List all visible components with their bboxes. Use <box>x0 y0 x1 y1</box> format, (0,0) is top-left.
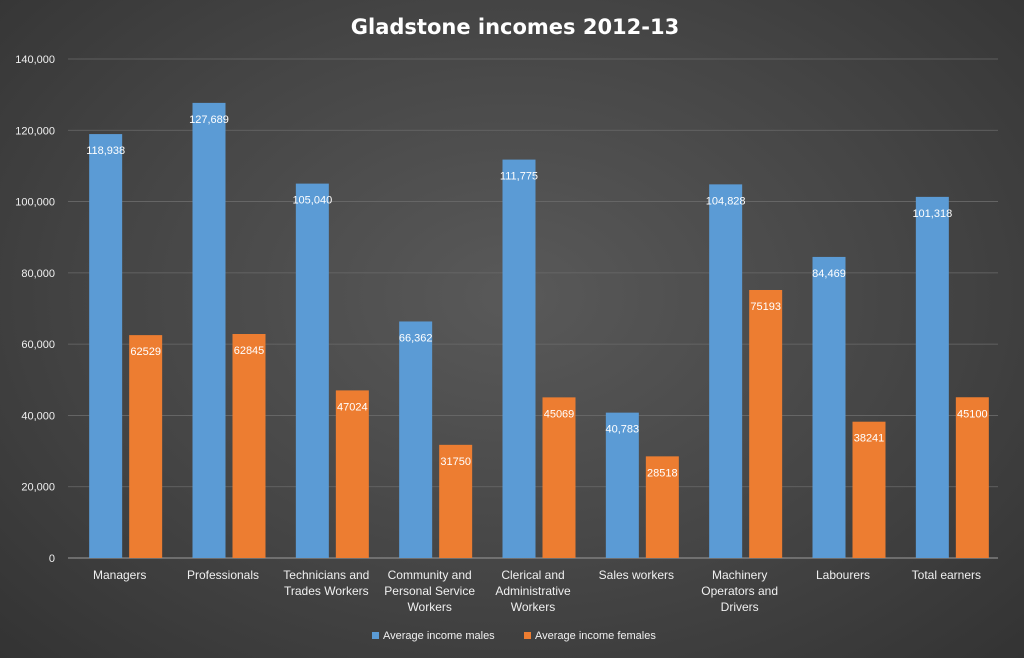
x-category-label: Machinery Operators and Drivers <box>701 568 778 614</box>
bar-males <box>399 321 433 558</box>
data-label: 47024 <box>337 401 368 413</box>
x-category-label: Community and Personal Service Workers <box>384 568 475 614</box>
bars <box>89 102 989 559</box>
data-label: 31750 <box>440 456 471 468</box>
bar-females <box>232 334 266 558</box>
data-label: 127,689 <box>189 114 229 126</box>
legend: Average income males Average income femal… <box>372 630 656 642</box>
legend-label-males: Average income males <box>383 630 495 642</box>
data-label: 40,783 <box>606 424 640 436</box>
y-tick-label: 0 <box>49 553 55 565</box>
data-labels: 118,938 62529 127,689 62845 105,040 47024 66,3… <box>86 114 987 479</box>
bar-males <box>192 102 226 559</box>
x-category-label: Managers <box>93 568 146 582</box>
data-label: 105,040 <box>292 195 332 207</box>
bar-females <box>955 397 989 558</box>
data-label: 62845 <box>234 345 265 357</box>
data-label: 28518 <box>647 467 678 479</box>
y-tick-label: 120,000 <box>15 125 55 137</box>
data-label: 111,775 <box>500 171 538 183</box>
legend-swatch-females <box>524 632 531 639</box>
legend-swatch-males <box>372 632 379 639</box>
data-label: 38241 <box>854 433 885 445</box>
data-label: 104,828 <box>706 195 746 207</box>
chart-title: Gladstone incomes 2012-13 <box>351 15 679 39</box>
x-category-label: Clerical and Administrative Workers <box>495 568 571 614</box>
bar-females <box>439 444 473 558</box>
data-label: 84,469 <box>812 268 846 280</box>
data-label: 118,938 <box>86 145 125 157</box>
data-label: 66,362 <box>399 332 433 344</box>
data-label: 75193 <box>750 301 781 313</box>
data-label: 45100 <box>957 408 988 420</box>
y-tick-label: 60,000 <box>21 339 55 351</box>
y-tick-label: 100,000 <box>15 197 55 209</box>
bar-males <box>605 412 639 558</box>
x-category-label: Technicians and Trades Workers <box>283 568 369 598</box>
x-axis-category-labels: Managers Professionals Technicians and Trad… <box>93 568 981 614</box>
data-label: 101,318 <box>912 208 952 220</box>
bar-females <box>645 456 679 558</box>
bar-males <box>812 256 846 558</box>
bar-males <box>709 184 743 559</box>
x-category-label: Sales workers <box>599 568 674 582</box>
y-tick-label: 20,000 <box>21 482 55 494</box>
y-tick-label: 80,000 <box>21 268 55 280</box>
x-category-label: Labourers <box>816 568 870 582</box>
y-tick-label: 40,000 <box>21 410 55 422</box>
x-category-label: Professionals <box>187 568 259 582</box>
bar-females <box>335 390 369 558</box>
bar-males <box>89 134 123 558</box>
bar-males <box>915 196 949 558</box>
y-axis-tick-labels: 0 20,000 40,000 60,000 80,000 100,000 120,000 1… <box>15 54 55 565</box>
data-label: 62529 <box>130 346 161 358</box>
bar-females <box>129 335 163 558</box>
bar-females <box>542 397 576 558</box>
bar-females <box>749 289 783 558</box>
y-tick-label: 140,000 <box>15 54 55 66</box>
legend-label-females: Average income females <box>535 630 656 642</box>
x-category-label: Total earners <box>912 568 981 582</box>
data-label: 45069 <box>544 408 575 420</box>
bar-males <box>295 183 329 558</box>
bar-females <box>852 421 886 558</box>
bar-males <box>502 159 536 558</box>
